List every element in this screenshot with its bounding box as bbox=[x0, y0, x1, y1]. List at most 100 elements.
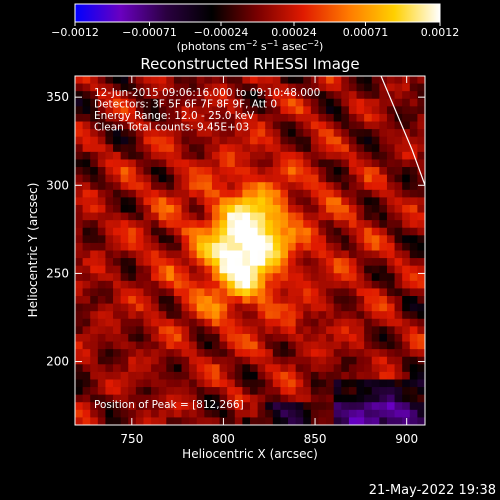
heatmap-cell bbox=[326, 136, 335, 145]
heatmap-cell bbox=[189, 151, 198, 161]
heatmap-cell bbox=[288, 197, 297, 206]
heatmap-cell bbox=[341, 349, 350, 358]
heatmap-cell bbox=[219, 197, 228, 206]
heatmap-cell bbox=[166, 136, 175, 145]
heatmap-cell bbox=[234, 174, 243, 183]
heatmap-cell bbox=[158, 197, 167, 206]
heatmap-cell bbox=[90, 91, 99, 100]
heatmap-cell bbox=[151, 356, 160, 365]
heatmap-cell bbox=[105, 379, 114, 388]
heatmap-cell bbox=[341, 250, 350, 259]
heatmap-cell bbox=[371, 136, 380, 145]
heatmap-cell bbox=[219, 273, 228, 282]
heatmap-cell bbox=[417, 333, 425, 343]
heatmap-cell bbox=[409, 371, 418, 381]
heatmap-cell bbox=[333, 265, 342, 274]
heatmap-cell bbox=[204, 402, 213, 411]
heatmap-cell bbox=[318, 303, 327, 312]
heatmap-cell bbox=[371, 204, 380, 214]
heatmap-cell bbox=[326, 91, 335, 100]
heatmap-cell bbox=[288, 273, 297, 282]
heatmap-cell bbox=[379, 98, 388, 107]
heatmap-cell bbox=[295, 235, 304, 244]
heatmap-cell bbox=[272, 265, 282, 274]
heatmap-cell bbox=[75, 318, 84, 327]
heatmap-cell bbox=[417, 303, 425, 312]
heatmap-cell bbox=[333, 76, 342, 85]
heatmap-cell bbox=[402, 288, 411, 297]
heatmap-cell bbox=[158, 333, 167, 343]
heatmap-cell bbox=[158, 288, 167, 297]
heatmap-cell bbox=[409, 91, 418, 100]
heatmap-cell bbox=[326, 356, 335, 365]
heatmap-cell bbox=[181, 151, 190, 161]
plot-frame bbox=[74, 75, 426, 426]
heatmap-cell bbox=[173, 402, 183, 411]
heatmap-cell bbox=[371, 91, 380, 100]
heatmap-cell bbox=[379, 258, 388, 267]
heatmap-cell bbox=[204, 174, 213, 183]
heatmap-cell bbox=[128, 356, 137, 365]
heatmap-cell bbox=[295, 136, 304, 145]
heatmap-cell bbox=[242, 129, 251, 138]
heatmap-cell bbox=[181, 83, 190, 92]
heatmap-cell bbox=[105, 151, 114, 161]
heatmap-cell bbox=[234, 242, 243, 252]
heatmap-cell bbox=[135, 167, 145, 176]
heatmap-cell bbox=[409, 189, 418, 198]
heatmap-cell bbox=[196, 235, 205, 244]
heatmap-cell bbox=[227, 326, 236, 335]
heatmap-cell bbox=[272, 106, 282, 115]
heatmap-cell bbox=[90, 83, 99, 92]
heatmap-cell bbox=[402, 280, 411, 290]
heatmap-cell bbox=[166, 83, 175, 92]
heatmap-cell bbox=[333, 235, 342, 244]
heatmap-cell bbox=[196, 387, 205, 396]
heatmap-cell bbox=[394, 387, 403, 396]
heatmap-cell bbox=[341, 204, 350, 214]
heatmap-cell bbox=[75, 402, 84, 411]
heatmap-cell bbox=[288, 106, 297, 115]
heatmap-cell bbox=[143, 189, 152, 198]
heatmap-cell bbox=[219, 394, 228, 403]
heatmap-cell bbox=[75, 265, 84, 274]
heatmap-cell bbox=[143, 326, 152, 335]
heatmap-cell bbox=[189, 113, 198, 123]
heatmap-cell bbox=[348, 333, 358, 343]
heatmap-cell bbox=[333, 242, 342, 252]
heatmap-cell bbox=[90, 341, 99, 350]
heatmap-cell bbox=[379, 379, 388, 388]
heatmap-cell bbox=[211, 136, 221, 145]
heatmap-cell bbox=[295, 129, 304, 138]
heatmap-cell bbox=[135, 197, 145, 206]
heatmap-cell bbox=[310, 136, 320, 145]
heatmap-cell bbox=[181, 182, 190, 191]
heatmap-cell bbox=[120, 91, 129, 100]
heatmap-cell bbox=[288, 174, 297, 183]
heatmap-cell bbox=[196, 212, 205, 221]
heatmap-cell bbox=[120, 235, 129, 244]
heatmap-cell bbox=[211, 250, 221, 259]
heatmap-cell bbox=[288, 76, 297, 85]
heatmap-cell bbox=[303, 174, 312, 183]
heatmap-cell bbox=[417, 326, 425, 335]
heatmap-cell bbox=[166, 280, 175, 290]
heatmap-cell bbox=[120, 349, 129, 358]
heatmap-cell bbox=[310, 151, 320, 161]
heatmap-cell bbox=[166, 106, 175, 115]
heatmap-cell bbox=[364, 227, 373, 236]
heatmap-cell bbox=[113, 144, 122, 153]
heatmap-cell bbox=[265, 326, 274, 335]
heatmap-cell bbox=[135, 341, 145, 350]
heatmap-cell bbox=[120, 394, 129, 403]
heatmap-cell bbox=[196, 356, 205, 365]
heatmap-cell bbox=[166, 356, 175, 365]
heatmap-cell bbox=[371, 220, 380, 229]
heatmap-cell bbox=[158, 402, 167, 411]
heatmap-cell bbox=[151, 311, 160, 320]
heatmap-cell bbox=[120, 151, 129, 161]
heatmap-cell bbox=[105, 159, 114, 168]
heatmap-cell bbox=[227, 349, 236, 358]
heatmap-cell bbox=[310, 326, 320, 335]
heatmap-cell bbox=[386, 98, 396, 107]
